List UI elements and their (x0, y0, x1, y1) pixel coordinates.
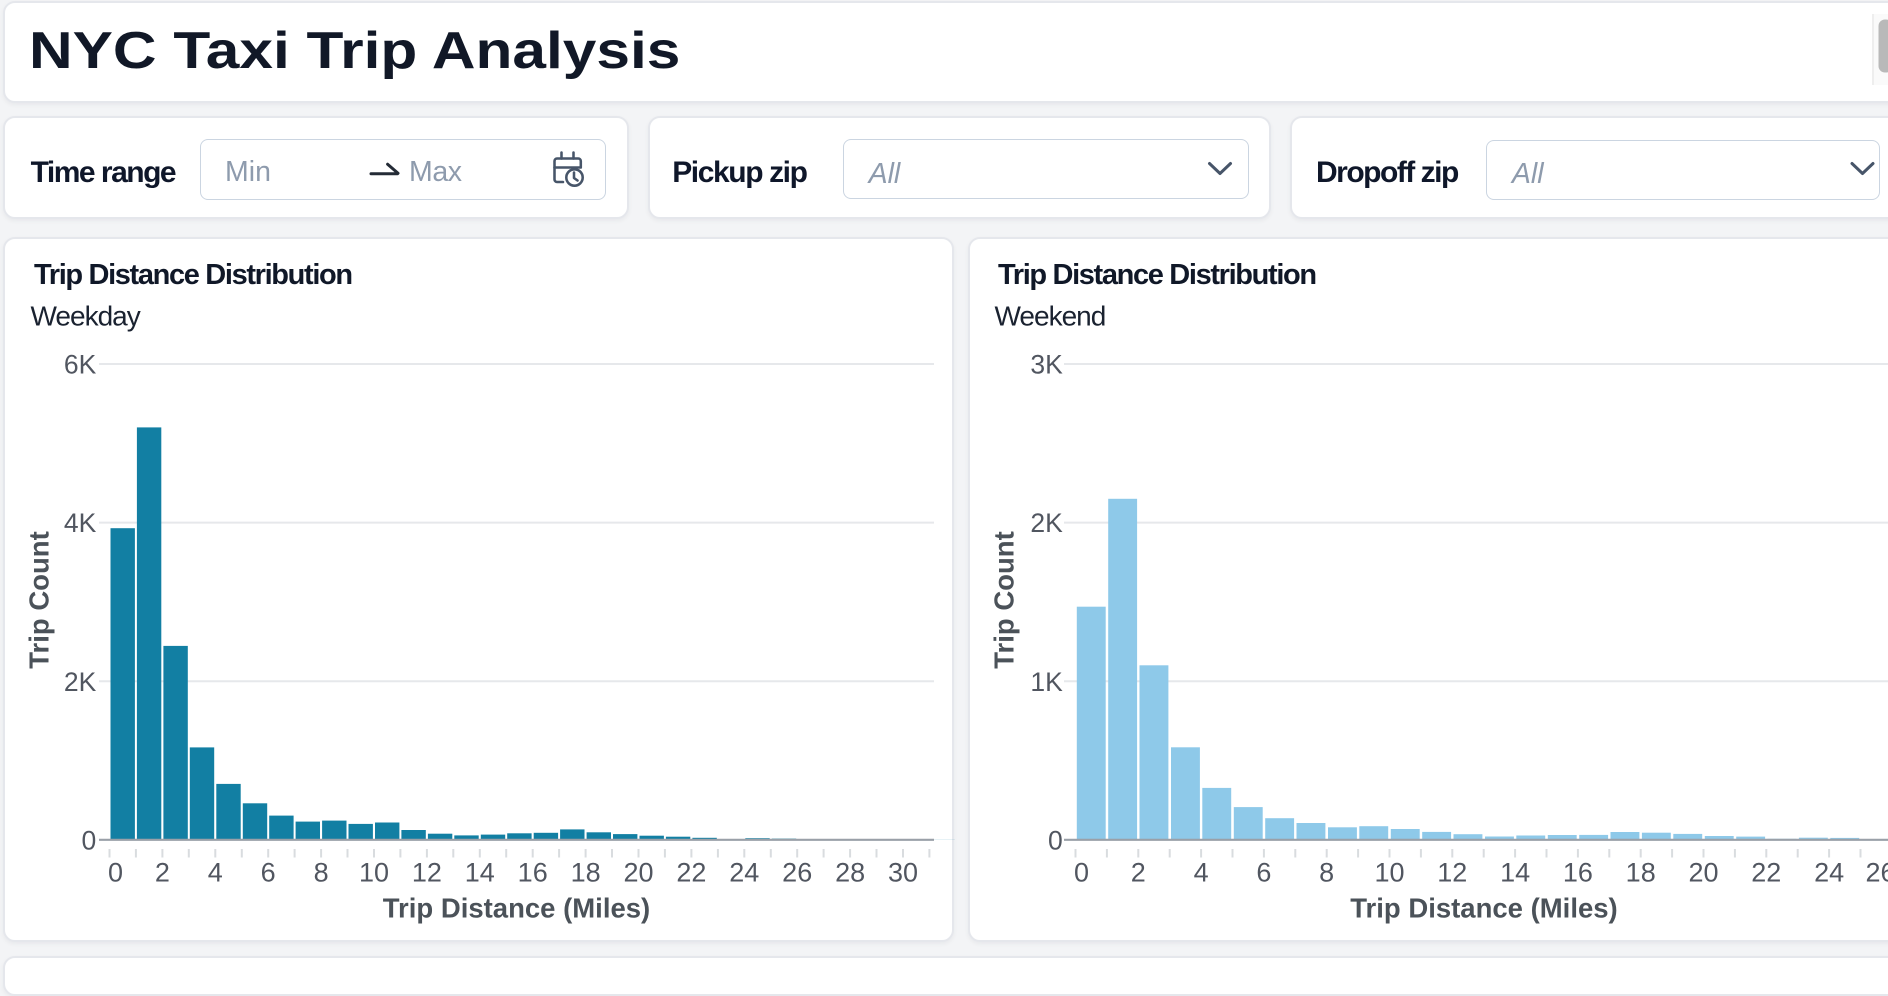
svg-text:2K: 2K (64, 667, 97, 697)
svg-text:Trip Count: Trip Count (989, 531, 1020, 668)
svg-text:0: 0 (1048, 825, 1063, 855)
svg-text:6K: 6K (64, 350, 97, 380)
svg-text:Trip Count: Trip Count (24, 531, 55, 668)
svg-text:14: 14 (465, 858, 495, 888)
svg-text:Min: Min (225, 156, 271, 188)
svg-text:Max: Max (409, 156, 462, 188)
svg-text:Weekend: Weekend (995, 301, 1106, 332)
svg-text:8: 8 (1319, 858, 1334, 888)
svg-text:Trip Distance (Miles): Trip Distance (Miles) (383, 893, 650, 924)
svg-text:All: All (1510, 158, 1544, 190)
svg-text:2K: 2K (1030, 508, 1063, 538)
svg-text:16: 16 (1563, 858, 1593, 888)
svg-text:1K: 1K (1030, 667, 1063, 697)
svg-text:20: 20 (1688, 858, 1718, 888)
svg-text:2: 2 (1131, 858, 1146, 888)
svg-text:4: 4 (1194, 858, 1209, 888)
svg-text:28: 28 (835, 858, 865, 888)
svg-text:6: 6 (261, 858, 276, 888)
svg-text:0: 0 (1074, 858, 1089, 888)
svg-text:22: 22 (676, 858, 706, 888)
svg-text:6: 6 (1256, 858, 1271, 888)
svg-text:0: 0 (108, 858, 123, 888)
svg-text:24: 24 (729, 858, 759, 888)
svg-text:12: 12 (1437, 858, 1467, 888)
svg-text:2: 2 (155, 858, 170, 888)
svg-text:Trip Distance Distribution: Trip Distance Distribution (998, 259, 1316, 291)
svg-text:Time range: Time range (31, 156, 176, 189)
svg-text:20: 20 (623, 858, 653, 888)
svg-text:Weekday: Weekday (31, 301, 141, 332)
svg-text:4: 4 (208, 858, 223, 888)
svg-text:4K: 4K (64, 508, 97, 538)
svg-text:14: 14 (1500, 858, 1530, 888)
svg-text:Pickup zip: Pickup zip (672, 156, 807, 189)
svg-text:NYC Taxi Trip Analysis: NYC Taxi Trip Analysis (29, 21, 680, 79)
svg-text:26: 26 (782, 858, 812, 888)
svg-text:All: All (867, 158, 901, 190)
svg-text:24: 24 (1814, 858, 1844, 888)
svg-text:8: 8 (314, 858, 329, 888)
svg-text:30: 30 (888, 858, 918, 888)
svg-text:0: 0 (82, 825, 97, 855)
svg-text:26: 26 (1865, 858, 1888, 888)
svg-text:Trip Distance (Miles): Trip Distance (Miles) (1350, 893, 1617, 924)
svg-text:Trip Distance Distribution: Trip Distance Distribution (34, 259, 352, 291)
svg-text:Dropoff zip: Dropoff zip (1316, 156, 1459, 189)
svg-text:16: 16 (518, 858, 548, 888)
svg-text:3K: 3K (1030, 350, 1063, 380)
svg-text:18: 18 (1626, 858, 1656, 888)
svg-text:18: 18 (571, 858, 601, 888)
svg-text:22: 22 (1751, 858, 1781, 888)
svg-text:10: 10 (1374, 858, 1404, 888)
svg-text:12: 12 (412, 858, 442, 888)
svg-text:10: 10 (359, 858, 389, 888)
